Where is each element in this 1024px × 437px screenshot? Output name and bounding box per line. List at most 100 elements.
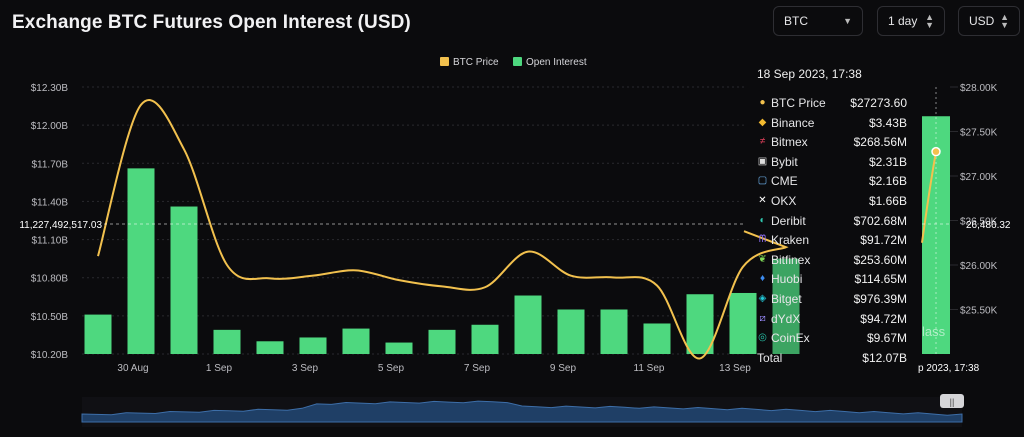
- crosshair-left-label: 11,227,492,517.03: [19, 220, 102, 231]
- oi-bar: [729, 292, 757, 354]
- oi-bar: [514, 295, 542, 354]
- oi-bar: [471, 324, 499, 354]
- bitget-icon: ◈: [758, 293, 767, 304]
- tooltip-total-value: $12.07B: [862, 350, 907, 365]
- tooltip-row: ◈ Bitget $976.39M: [757, 292, 907, 310]
- tooltip-row-value: $2.16B: [868, 174, 907, 189]
- asset-select[interactable]: BTC ▼: [773, 6, 863, 36]
- oi-bar: [299, 337, 327, 354]
- navigator-handle-grip: ||: [950, 397, 955, 407]
- tooltip-row-value: $114.65M: [854, 272, 907, 287]
- deribit-icon: ◐: [759, 214, 766, 226]
- oi-bar: [686, 294, 714, 354]
- y-right-tick-label: $26.00K: [960, 261, 998, 272]
- oi-bar: [342, 328, 370, 354]
- tooltip-row-name: Deribit: [771, 213, 806, 228]
- updown-arrows-icon: ▲ ▼: [925, 12, 934, 30]
- cme-icon: ▢: [757, 175, 768, 187]
- tooltip-row-value: $9.67M: [866, 331, 907, 346]
- tooltip-row-name: Huobi: [771, 272, 803, 287]
- price-dot: ●: [759, 97, 766, 108]
- tooltip-row: ▢ CME $2.16B: [757, 174, 907, 192]
- tooltip-row-value: $27273.60: [850, 96, 907, 110]
- chevron-down-icon: ▼: [843, 16, 852, 26]
- tooltip-row-value: $3.43B: [868, 115, 907, 130]
- asset-select-label: BTC: [784, 14, 808, 28]
- currency-select[interactable]: USD ▲ ▼: [958, 6, 1020, 36]
- x-tick-label: 13 Sep: [719, 363, 751, 374]
- tooltip-row: ≠ Bitmex $268.56M: [757, 135, 907, 153]
- y-left-tick-label: $11.10B: [31, 236, 68, 247]
- tooltip-row-value: $94.72M: [860, 311, 907, 326]
- tooltip-row: ▣ Bybit $2.31B: [757, 155, 907, 173]
- tooltip-row-name: CME: [771, 174, 798, 189]
- tooltip-row: ● BTC Price $27273.60: [757, 96, 907, 114]
- currency-select-label: USD: [969, 14, 995, 28]
- tooltip-row: ❦ Bitfinex $253.60M: [757, 253, 907, 271]
- tooltip-row-name: dYdX: [771, 311, 801, 326]
- oi-bar: [643, 323, 671, 354]
- y-right-tick-label: $25.50K: [960, 306, 998, 317]
- legend-label: Open Interest: [526, 57, 587, 68]
- interval-select[interactable]: 1 day ▲ ▼: [877, 6, 945, 36]
- tooltip-row-value: $268.56M: [853, 135, 907, 150]
- bitmex-icon: ≠: [759, 136, 766, 148]
- x-tick-label: 5 Sep: [378, 363, 405, 374]
- tooltip-row: ◐ Deribit $702.68M: [757, 214, 907, 232]
- y-left-tick-label: $12.00B: [31, 121, 69, 132]
- x-tick-label: 3 Sep: [292, 363, 319, 374]
- tooltip-total-label: Total: [757, 350, 783, 365]
- oi-bar: [256, 341, 284, 354]
- coinex-icon: ◎: [758, 332, 767, 344]
- oi-bar: [127, 168, 155, 354]
- tooltip-row: ᗰ Kraken $91.72M: [757, 233, 907, 251]
- tooltip-row-value: $91.72M: [860, 233, 907, 248]
- x-tick-label: 11 Sep: [634, 363, 665, 374]
- crosshair-right-label: 26,486.32: [966, 220, 1011, 231]
- x-tick-label: 9 Sep: [550, 363, 577, 374]
- oi-bar: [600, 309, 628, 354]
- y-right-tick-label: $28.00K: [960, 83, 998, 94]
- oi-bar: [170, 206, 198, 354]
- y-left-tick-label: $10.20B: [31, 350, 69, 361]
- y-left-tick-label: $11.40B: [31, 197, 68, 208]
- oi-bar: [385, 342, 413, 354]
- oi-bar: [84, 314, 112, 354]
- tooltip-row: ◆ Binance $3.43B: [757, 116, 907, 134]
- tooltip-row-value: $2.31B: [868, 154, 907, 169]
- price-point: [931, 146, 941, 157]
- y-left-tick-label: $10.50B: [31, 312, 69, 323]
- bybit-icon: ▣: [757, 155, 768, 167]
- y-left-tick-label: $11.70B: [31, 159, 68, 170]
- tooltip-row-value: $253.60M: [853, 252, 907, 267]
- legend-swatch-btc-price: [440, 57, 449, 66]
- x-tick-label: 7 Sep: [464, 363, 491, 374]
- navigator-series: [81, 400, 963, 423]
- tooltip-row: ♦ Huobi $114.65M: [757, 272, 907, 290]
- tooltip-row: ✕ OKX $1.66B: [757, 194, 907, 212]
- tooltip-row-value: $1.66B: [868, 194, 907, 208]
- btc-price-line-segment: [921, 151, 937, 243]
- binance-icon: ◆: [758, 116, 767, 128]
- y-left-tick-label: $12.30B: [31, 83, 69, 94]
- kraken-icon: ᗰ: [758, 234, 767, 246]
- oi-bar: [772, 258, 800, 354]
- okx-icon: ✕: [758, 195, 767, 206]
- tooltip-row: ⧄ dYdX $94.72M: [757, 312, 907, 330]
- legend-swatch-open-interest: [513, 57, 522, 66]
- tooltip-row-name: Kraken: [771, 233, 810, 248]
- y-right-tick-label: $27.50K: [960, 128, 998, 139]
- tooltip-row-name: CoinEx: [771, 331, 810, 346]
- tooltip-total-row: Total $12.07B: [757, 351, 907, 369]
- tooltip-row-name: Bybit: [771, 154, 798, 169]
- page-title: Exchange BTC Futures Open Interest (USD): [12, 12, 411, 33]
- tooltip-title: 18 Sep 2023, 17:38: [757, 67, 862, 81]
- tooltip-row-name: Binance: [771, 115, 815, 130]
- tooltip-row-name: Bitfinex: [771, 252, 811, 267]
- y-right-tick-label: $27.00K: [960, 172, 998, 183]
- tooltip-row-name: BTC Price: [771, 96, 826, 110]
- huobi-icon: ♦: [759, 273, 766, 285]
- oi-bar: [428, 329, 456, 354]
- x-tick-label: 30 Aug: [117, 363, 148, 374]
